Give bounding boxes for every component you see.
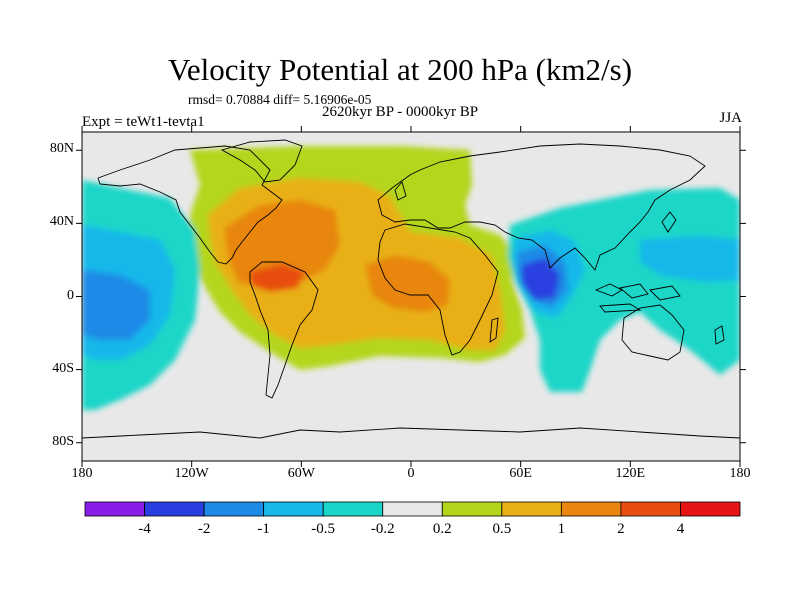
lon-tick-label: 60E (509, 466, 532, 481)
lon-tick-label: 120W (174, 466, 209, 481)
chart-title: Velocity Potential at 200 hPa (km2/s) (167, 52, 633, 87)
field-positive-1-west (224, 200, 340, 288)
lon-tick-label: 120E (615, 466, 646, 481)
season-label: JJA (719, 110, 742, 126)
colorbar-tick-label: 1 (557, 521, 566, 537)
colorbar-swatch (322, 501, 384, 517)
field-positive-1-east (365, 255, 450, 312)
maritime-continent-outline (594, 283, 681, 313)
period-label: 2620kyr BP - 0000kyr BP (321, 104, 479, 120)
japan-outline (661, 211, 677, 233)
lon-tick-label: 180 (729, 466, 751, 481)
colorbar-swatch (144, 501, 205, 517)
lat-tick-label: 40N (49, 214, 74, 230)
madagascar-outline (489, 317, 499, 343)
africa-outline (377, 223, 499, 356)
colorbar-tick-label: -1 (257, 521, 270, 537)
new-zealand-outline (714, 325, 725, 345)
colorbar-tick-label: 4 (676, 521, 685, 537)
lat-tick-label: 0 (67, 287, 74, 303)
stats-subtitle: rmsd= 0.70884 diff= 5.16906e-05 (188, 92, 372, 107)
colorbar-swatch (501, 501, 562, 517)
colorbar-tick-label: 2 (617, 521, 625, 537)
north-america-outline (97, 145, 283, 265)
south-america-outline (249, 261, 319, 399)
colorbar-tick-label: -0.5 (311, 521, 336, 537)
field-positive-2 (250, 264, 304, 292)
lat-tick-label: 80S (52, 433, 74, 449)
field-negative-1-west (82, 270, 150, 340)
colorbar-swatch (560, 501, 622, 517)
colorbar-swatch (382, 501, 443, 517)
colorbar-tick-label: -2 (197, 521, 211, 537)
lon-tick-label: 60W (287, 466, 315, 481)
colorbar-swatch (620, 501, 681, 517)
lat-tick-label: 80N (49, 141, 74, 157)
colorbar-tick-label: -4 (138, 521, 151, 537)
colorbar-swatch (263, 501, 324, 517)
colorbar-tick-label: 0.2 (432, 521, 452, 537)
antarctica-outline (82, 427, 740, 439)
colorbar-tick-label: -0.2 (370, 521, 395, 537)
lat-tick-label: 40S (52, 360, 74, 376)
field-negative-0.5-pacific (640, 236, 740, 282)
colorbar-swatch (441, 501, 503, 517)
experiment-label: Expt = teWt1-tevta1 (82, 114, 205, 130)
field-negative-2 (522, 258, 560, 300)
coastlines (82, 139, 740, 439)
greenland-outline (220, 139, 303, 183)
colorbar-swatch (203, 501, 265, 517)
britain-outline (394, 181, 407, 201)
colorbar-swatch (680, 501, 741, 517)
lon-tick-label: 0 (407, 466, 415, 481)
australia-outline (621, 304, 685, 361)
colorbar-tick-label: 0.5 (492, 521, 512, 537)
eurasia-outline (377, 143, 706, 271)
lon-tick-label: 180 (71, 466, 93, 481)
colorbar-swatch (84, 501, 145, 517)
colorbar (84, 501, 741, 517)
contour-fields (82, 132, 740, 461)
